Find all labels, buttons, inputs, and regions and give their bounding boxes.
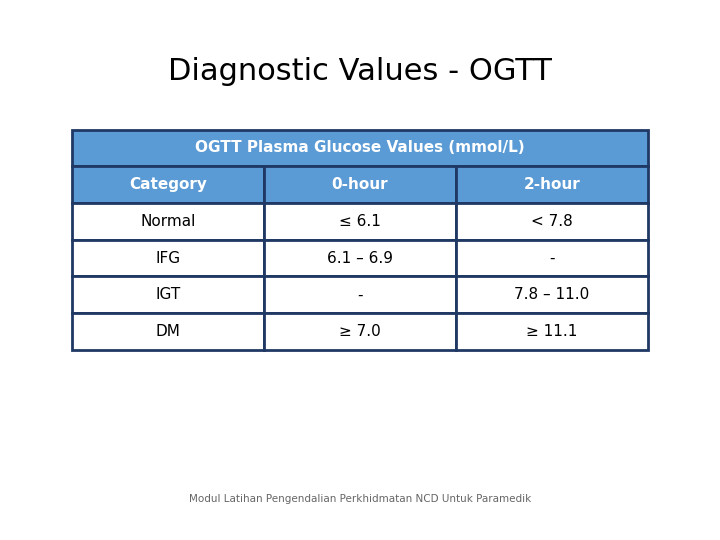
Bar bbox=[456, 276, 648, 313]
Bar bbox=[72, 203, 264, 240]
Text: ≥ 7.0: ≥ 7.0 bbox=[339, 324, 381, 339]
Text: < 7.8: < 7.8 bbox=[531, 214, 573, 229]
Text: -: - bbox=[357, 287, 363, 302]
Bar bbox=[456, 166, 648, 203]
Bar bbox=[72, 313, 264, 350]
Bar bbox=[264, 166, 456, 203]
Text: OGTT Plasma Glucose Values (mmol/L): OGTT Plasma Glucose Values (mmol/L) bbox=[195, 140, 525, 156]
Text: IGT: IGT bbox=[156, 287, 181, 302]
Bar bbox=[264, 240, 456, 276]
Text: 2-hour: 2-hour bbox=[523, 177, 580, 192]
Bar bbox=[264, 313, 456, 350]
Text: Modul Latihan Pengendalian Perkhidmatan NCD Untuk Paramedik: Modul Latihan Pengendalian Perkhidmatan … bbox=[189, 495, 531, 504]
Text: -: - bbox=[549, 251, 554, 266]
Bar bbox=[264, 203, 456, 240]
Text: Category: Category bbox=[129, 177, 207, 192]
Text: ≥ 11.1: ≥ 11.1 bbox=[526, 324, 577, 339]
Text: ≤ 6.1: ≤ 6.1 bbox=[339, 214, 381, 229]
Text: Normal: Normal bbox=[140, 214, 196, 229]
Text: 0-hour: 0-hour bbox=[332, 177, 388, 192]
Text: IFG: IFG bbox=[156, 251, 181, 266]
Bar bbox=[456, 240, 648, 276]
Bar bbox=[456, 313, 648, 350]
Text: Diagnostic Values - OGTT: Diagnostic Values - OGTT bbox=[168, 57, 552, 86]
Bar bbox=[72, 240, 264, 276]
Text: DM: DM bbox=[156, 324, 181, 339]
Bar bbox=[456, 203, 648, 240]
Bar bbox=[72, 130, 648, 166]
Text: 6.1 – 6.9: 6.1 – 6.9 bbox=[327, 251, 393, 266]
Text: 7.8 – 11.0: 7.8 – 11.0 bbox=[514, 287, 590, 302]
Bar bbox=[72, 276, 264, 313]
Bar bbox=[72, 166, 264, 203]
Bar bbox=[264, 276, 456, 313]
